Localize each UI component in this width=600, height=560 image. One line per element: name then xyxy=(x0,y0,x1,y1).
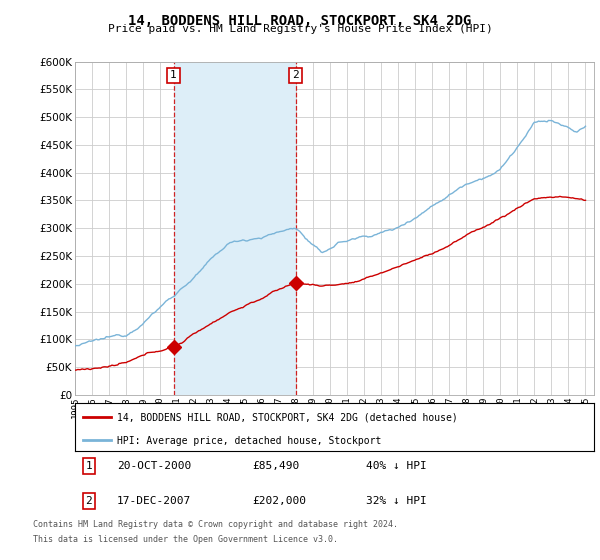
Text: 2: 2 xyxy=(85,496,92,506)
Text: 1: 1 xyxy=(170,71,177,81)
Text: 14, BODDENS HILL ROAD, STOCKPORT, SK4 2DG: 14, BODDENS HILL ROAD, STOCKPORT, SK4 2D… xyxy=(128,14,472,28)
Text: 32% ↓ HPI: 32% ↓ HPI xyxy=(366,496,427,506)
Text: This data is licensed under the Open Government Licence v3.0.: This data is licensed under the Open Gov… xyxy=(33,535,338,544)
Text: 17-DEC-2007: 17-DEC-2007 xyxy=(117,496,191,506)
Bar xyxy=(173,62,296,395)
Text: HPI: Average price, detached house, Stockport: HPI: Average price, detached house, Stoc… xyxy=(116,436,381,446)
Text: £85,490: £85,490 xyxy=(252,461,299,471)
Text: Contains HM Land Registry data © Crown copyright and database right 2024.: Contains HM Land Registry data © Crown c… xyxy=(33,520,398,529)
Text: £202,000: £202,000 xyxy=(252,496,306,506)
Text: Price paid vs. HM Land Registry's House Price Index (HPI): Price paid vs. HM Land Registry's House … xyxy=(107,24,493,34)
Text: 1: 1 xyxy=(85,461,92,471)
Text: 40% ↓ HPI: 40% ↓ HPI xyxy=(366,461,427,471)
Text: 20-OCT-2000: 20-OCT-2000 xyxy=(117,461,191,471)
Text: 2: 2 xyxy=(292,71,299,81)
Text: 14, BODDENS HILL ROAD, STOCKPORT, SK4 2DG (detached house): 14, BODDENS HILL ROAD, STOCKPORT, SK4 2D… xyxy=(116,413,457,422)
